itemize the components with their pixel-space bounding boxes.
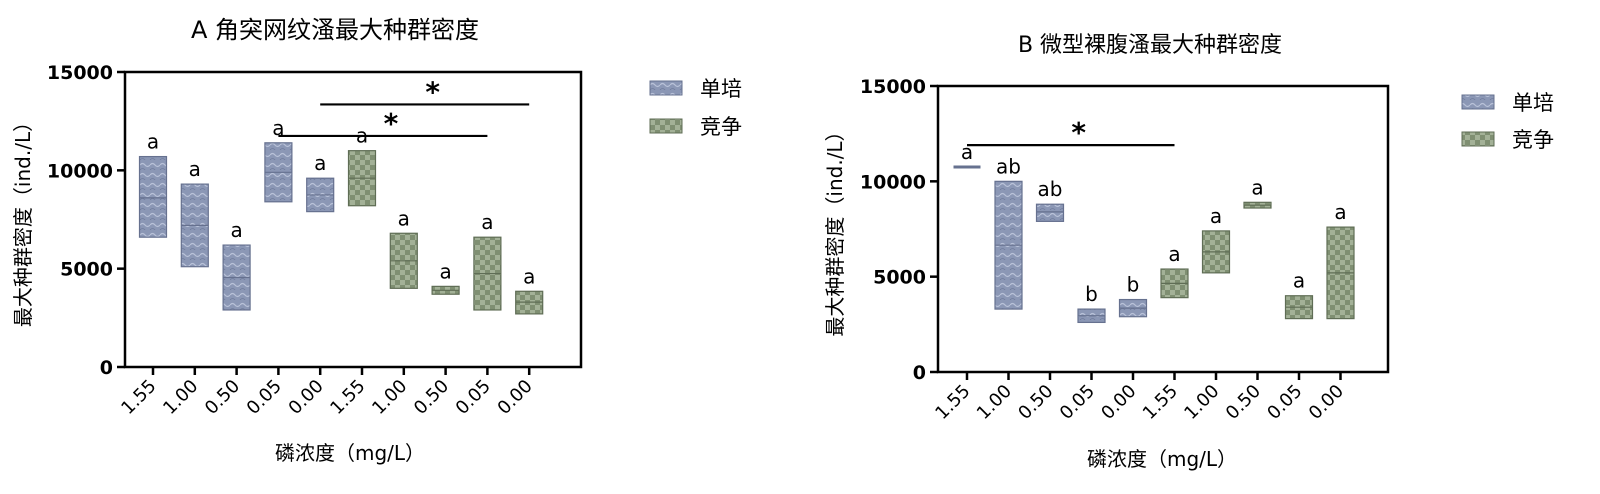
significance-letter: a	[189, 157, 201, 181]
bar	[138, 155, 168, 238]
significance-letter: a	[439, 259, 451, 283]
y-tick-label: 5000	[873, 267, 926, 289]
x-tick-label: 0.50	[410, 376, 453, 419]
x-tick-label: 0.00	[494, 376, 537, 419]
x-tick-label: 1.55	[117, 376, 160, 419]
x-tick-label: 1.55	[931, 381, 974, 424]
bar	[1035, 203, 1065, 222]
significance-letter: b	[1085, 282, 1098, 306]
legend-label: 竞争	[700, 115, 742, 139]
plot-frame	[123, 70, 583, 369]
x-tick-label: 0.50	[201, 376, 244, 419]
y-axis-label: 最大种群密度（ind./L）	[11, 112, 35, 327]
significance-letter: a	[1210, 204, 1222, 228]
x-tick-label: 0.50	[1222, 381, 1265, 424]
legend-label: 单培	[1512, 91, 1554, 115]
significance-letter: b	[1127, 273, 1140, 297]
x-tick-label: 0.00	[1097, 381, 1140, 424]
significance-letter: a	[1293, 269, 1305, 293]
significance-star: *	[425, 75, 440, 108]
plot-axes: 0500010000150001.551.000.500.050.001.551…	[47, 62, 583, 419]
significance-letter: a	[398, 206, 410, 230]
x-tick-label: 0.05	[1056, 381, 1099, 424]
significance-letter: a	[523, 264, 535, 288]
x-tick-label: 1.00	[1180, 381, 1223, 424]
chart-title: A 角突网纹溞最大种群密度	[191, 16, 479, 44]
panel-b: B 微型裸腹溞最大种群密度 0500010000150001.551.000.5…	[823, 33, 1554, 471]
legend-swatch	[649, 80, 683, 96]
legend-label: 单培	[700, 77, 742, 101]
x-tick-label: 0.00	[1305, 381, 1348, 424]
y-tick-label: 15000	[860, 76, 926, 98]
significance-letter: a	[961, 140, 973, 164]
x-tick-label: 0.05	[243, 376, 286, 419]
significance-letter: ab	[996, 154, 1021, 178]
legend-label: 竞争	[1512, 128, 1554, 152]
significance-star: *	[1071, 116, 1086, 149]
x-tick-label: 1.00	[159, 376, 202, 419]
x-tick-label: 1.55	[1139, 381, 1182, 424]
significance-letter: a	[1251, 175, 1263, 199]
significance-letter: a	[272, 116, 284, 140]
y-tick-label: 5000	[60, 259, 113, 281]
x-tick-label: 0.05	[1263, 381, 1306, 424]
y-tick-label: 10000	[860, 171, 926, 193]
x-axis-label: 磷浓度（mg/L）	[1087, 447, 1237, 471]
x-axis-label: 磷浓度（mg/L）	[275, 441, 425, 465]
plot-frame	[936, 84, 1390, 374]
legend-swatch	[1461, 94, 1495, 110]
x-tick-label: 1.00	[973, 381, 1016, 424]
y-tick-label: 0	[100, 357, 113, 379]
significance-letter: a	[314, 151, 326, 175]
legend-swatch	[649, 118, 683, 134]
significance-letter: ab	[1038, 177, 1063, 201]
x-tick-label: 1.55	[326, 376, 369, 419]
significance-letter: a	[481, 210, 493, 234]
x-tick-label: 0.50	[1014, 381, 1057, 424]
plot-axes: 0500010000150001.551.000.500.050.001.551…	[860, 76, 1390, 424]
legend-swatch	[1461, 131, 1495, 147]
chart-title: B 微型裸腹溞最大种群密度	[1018, 33, 1282, 58]
x-tick-label: 0.05	[452, 376, 495, 419]
significance-letter: a	[1334, 200, 1346, 224]
significance-star: *	[384, 107, 399, 140]
panel-a: A 角突网纹溞最大种群密度 0500010000150001.551.000.5…	[11, 16, 742, 465]
significance-letter: a	[1168, 242, 1180, 266]
x-tick-label: 0.00	[285, 376, 328, 419]
x-tick-label: 1.00	[368, 376, 411, 419]
y-tick-label: 0	[913, 362, 926, 384]
significance-letter: a	[147, 130, 159, 154]
significance-letter: a	[230, 218, 242, 242]
y-tick-label: 10000	[47, 160, 113, 182]
y-tick-label: 15000	[47, 62, 113, 84]
y-axis-label: 最大种群密度（ind./L）	[823, 121, 847, 336]
